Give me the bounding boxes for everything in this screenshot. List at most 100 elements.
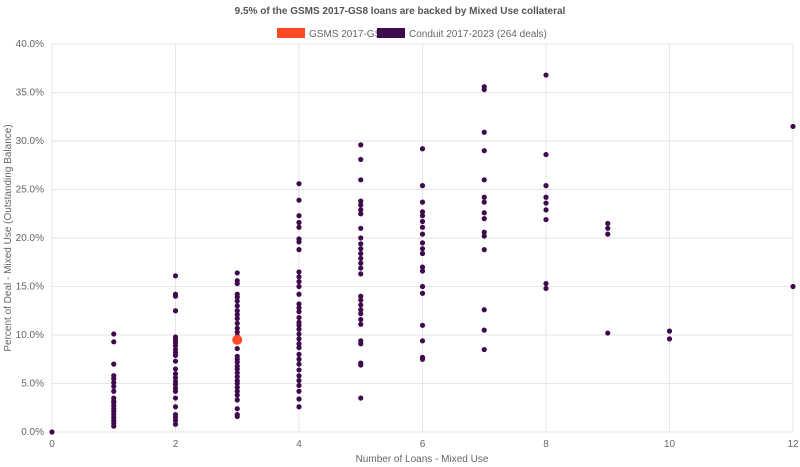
point-conduit bbox=[358, 293, 364, 299]
point-conduit bbox=[234, 270, 240, 276]
point-conduit bbox=[296, 336, 302, 342]
x-tick-label: 10 bbox=[664, 439, 676, 450]
y-tick-label: 5.0% bbox=[21, 379, 44, 390]
point-conduit bbox=[481, 327, 487, 333]
point-conduit bbox=[234, 303, 240, 309]
point-conduit bbox=[543, 194, 549, 200]
point-conduit bbox=[358, 311, 364, 317]
point-conduit bbox=[172, 381, 179, 388]
point-conduit bbox=[111, 331, 117, 337]
point-conduit bbox=[358, 198, 364, 204]
point-conduit bbox=[358, 246, 364, 252]
point-conduit bbox=[481, 177, 487, 183]
x-tick-label: 2 bbox=[173, 439, 179, 450]
point-conduit bbox=[481, 233, 487, 239]
point-conduit bbox=[234, 308, 240, 314]
point-conduit bbox=[605, 220, 611, 227]
legend-swatch-conduit bbox=[377, 28, 405, 38]
y-tick-label: 35.0% bbox=[16, 88, 44, 99]
y-tick-label: 0.0% bbox=[21, 427, 44, 438]
point-conduit bbox=[543, 151, 549, 158]
point-conduit bbox=[296, 213, 302, 219]
point-conduit bbox=[172, 352, 179, 358]
point-conduit bbox=[419, 218, 426, 225]
point-conduit bbox=[296, 373, 302, 379]
point-conduit bbox=[234, 388, 240, 394]
point-conduit bbox=[481, 247, 487, 253]
y-axis-label: Percent of Deal - Mixed Use (Outstanding… bbox=[3, 124, 14, 351]
point-conduit bbox=[111, 361, 117, 367]
point-conduit bbox=[419, 183, 426, 189]
point-conduit bbox=[481, 307, 487, 313]
point-conduit bbox=[234, 315, 240, 322]
point-conduit bbox=[358, 265, 364, 271]
point-conduit bbox=[172, 371, 179, 377]
point-conduit bbox=[358, 255, 364, 261]
point-conduit bbox=[111, 376, 117, 382]
point-conduit bbox=[172, 308, 179, 314]
point-conduit bbox=[419, 322, 426, 328]
point-conduit bbox=[296, 239, 302, 245]
point-conduit bbox=[234, 280, 240, 287]
x-tick-label: 4 bbox=[296, 439, 302, 450]
point-conduit bbox=[419, 264, 426, 270]
point-conduit bbox=[419, 338, 426, 344]
point-conduit bbox=[419, 213, 426, 219]
point-conduit bbox=[111, 388, 117, 394]
point-conduit bbox=[234, 380, 240, 387]
legend: GSMS 2017-GS8 Conduit 2017-2023 (264 dea… bbox=[277, 28, 547, 40]
point-conduit bbox=[172, 366, 179, 372]
point-conduit bbox=[543, 200, 549, 206]
point-conduit bbox=[481, 346, 487, 353]
point-conduit bbox=[234, 406, 240, 412]
point-conduit bbox=[296, 404, 302, 410]
point-conduit bbox=[234, 329, 240, 335]
point-conduit bbox=[49, 429, 55, 435]
legend-label-conduit: Conduit 2017-2023 (264 deals) bbox=[409, 29, 547, 40]
point-conduit bbox=[172, 395, 179, 401]
point-conduit bbox=[296, 377, 302, 384]
point-conduit bbox=[543, 207, 549, 213]
point-conduit bbox=[296, 247, 302, 253]
point-conduit bbox=[296, 283, 302, 290]
point-conduit bbox=[543, 280, 549, 287]
point-conduit bbox=[234, 294, 240, 300]
point-conduit bbox=[234, 359, 240, 365]
point-conduit bbox=[172, 343, 179, 349]
point-conduit bbox=[296, 361, 302, 367]
point-conduit bbox=[234, 345, 240, 352]
point-conduit bbox=[111, 339, 117, 345]
point-conduit bbox=[419, 224, 426, 230]
point-conduit bbox=[666, 336, 673, 342]
point-conduit bbox=[234, 312, 240, 318]
point-conduit bbox=[481, 148, 487, 154]
point-conduit bbox=[419, 209, 426, 215]
chart-title: 9.5% of the GSMS 2017-GS8 loans are back… bbox=[235, 6, 566, 17]
point-gsms bbox=[232, 334, 243, 345]
point-conduit bbox=[358, 250, 364, 257]
point-conduit bbox=[296, 309, 302, 315]
point-conduit bbox=[234, 392, 240, 398]
x-tick-label: 6 bbox=[420, 439, 426, 450]
point-conduit bbox=[605, 231, 611, 237]
point-conduit bbox=[234, 413, 240, 420]
point-conduit bbox=[358, 235, 364, 241]
point-conduit bbox=[358, 241, 364, 247]
point-conduit bbox=[234, 366, 240, 372]
point-conduit bbox=[111, 383, 117, 390]
point-conduit bbox=[296, 382, 302, 389]
point-conduit bbox=[419, 231, 426, 237]
point-conduit bbox=[172, 358, 179, 364]
point-conduit bbox=[296, 291, 302, 297]
point-conduit bbox=[296, 197, 302, 203]
point-conduit bbox=[481, 194, 487, 200]
point-conduit bbox=[481, 199, 487, 205]
point-conduit bbox=[296, 269, 302, 275]
point-conduit bbox=[296, 219, 302, 226]
x-tick-label: 0 bbox=[49, 439, 55, 450]
point-conduit bbox=[296, 341, 302, 347]
point-conduit bbox=[358, 202, 364, 208]
point-conduit bbox=[296, 274, 302, 280]
y-tick-label: 30.0% bbox=[16, 136, 44, 147]
